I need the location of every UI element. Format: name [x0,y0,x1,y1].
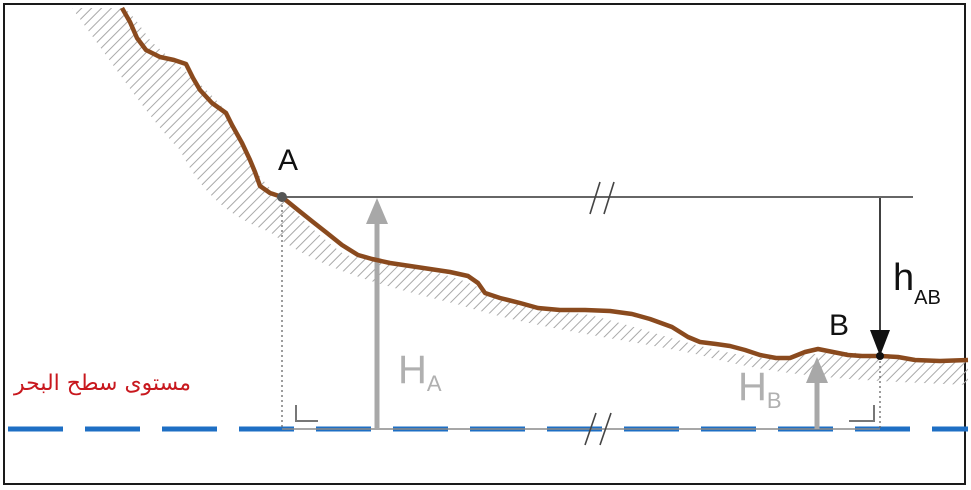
parallel-mark-bottom [584,412,612,446]
height-a-arrow [366,198,388,429]
point-a-marker [277,192,287,202]
terrain-profile [120,6,969,364]
height-b-label: HB [738,365,782,413]
right-angle-marker-a [295,405,318,422]
point-a-label: A [278,144,298,177]
point-b-marker [876,352,884,360]
ground-hatching [72,8,968,385]
height-difference-arrow [870,198,890,356]
point-b-label: B [829,309,849,342]
height-a-label: HA [398,348,442,396]
sea-level-label: مستوى سطح البحر [14,371,192,396]
right-angle-marker-b [866,405,875,422]
parallel-mark-top [589,181,615,215]
height-b-arrow [806,357,828,429]
height-difference-label: hAB [893,257,941,309]
